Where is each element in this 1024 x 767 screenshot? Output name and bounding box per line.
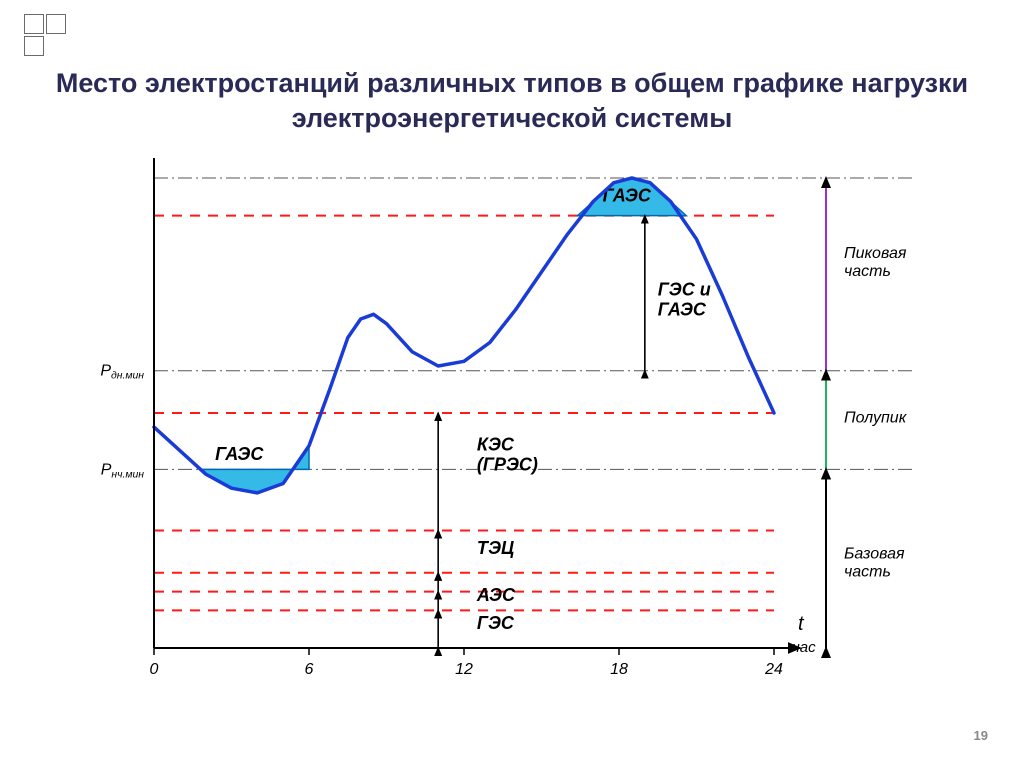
svg-text:АЭС: АЭС [476,585,516,605]
bullet-square [24,36,44,56]
svg-text:Рнч.мин: Рнч.мин [101,461,145,480]
svg-text:ТЭЦ: ТЭЦ [477,538,514,558]
slide-title: Место электростанций различных типов в о… [40,66,984,136]
svg-text:Пиковая: Пиковая [844,245,907,262]
svg-text:часть: часть [844,263,891,280]
svg-text:ГАЭС: ГАЭС [215,444,264,464]
svg-text:P: P [168,158,182,160]
svg-text:18: 18 [610,661,628,678]
svg-text:КЭС: КЭС [477,435,515,455]
bullet-square [24,14,44,34]
bullet-square [46,14,66,34]
svg-text:24: 24 [764,661,783,678]
svg-text:0: 0 [150,661,159,678]
slide-number: 19 [974,728,988,743]
load-curve-diagram: ГАЭС ГАЭС Pt час 0 6 12 18 24 Рдн.мин Рнч.мин ГЭС АЭ… [84,158,944,698]
svg-text:(ГРЭС): (ГРЭС) [477,455,538,475]
svg-text:6: 6 [305,661,314,678]
svg-text:ГАЭС: ГАЭС [658,300,707,320]
svg-text:ГЭС и: ГЭС и [658,280,711,300]
svg-text:ГЭС: ГЭС [477,613,515,633]
svg-text:час: час [792,639,816,656]
svg-text:12: 12 [455,661,473,678]
svg-text:Полупик: Полупик [844,409,908,426]
svg-text:Базовая: Базовая [844,546,905,563]
svg-text:t: t [798,613,805,635]
svg-text:часть: часть [844,564,891,581]
svg-text:Рдн.мин: Рдн.мин [100,363,144,382]
